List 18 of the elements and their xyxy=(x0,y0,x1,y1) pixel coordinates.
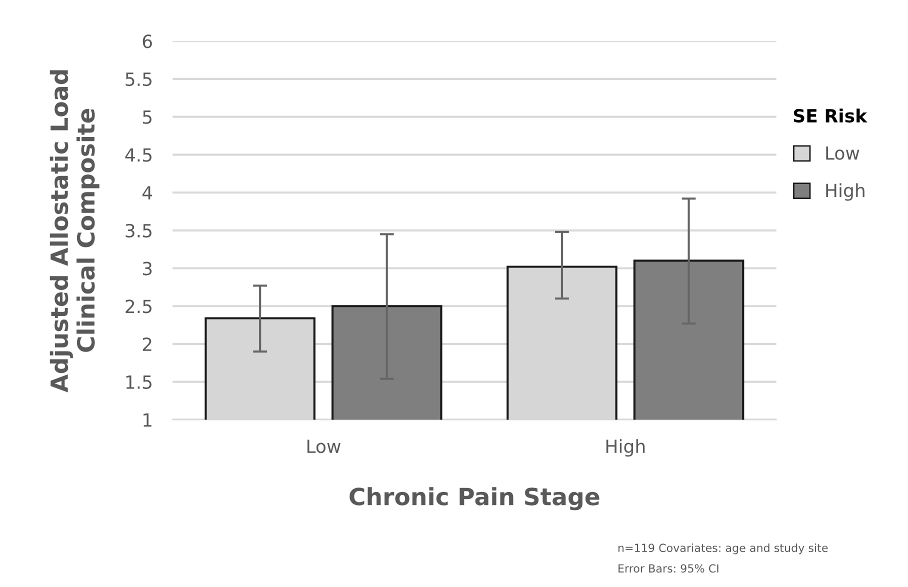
text: Error Bars: 95% CI xyxy=(618,564,718,573)
y-tick-label: 1.5 xyxy=(126,376,152,389)
y-tick-label: 3.5 xyxy=(126,224,152,238)
y-tick-label: 4 xyxy=(142,186,152,200)
y-tick-label: 5 xyxy=(142,110,152,124)
legend-label: Low xyxy=(826,146,860,160)
legend-title: SE Risk xyxy=(794,108,868,123)
y-tick-label: 2.5 xyxy=(126,300,152,314)
y-tick-label: 1 xyxy=(144,413,152,427)
y-tick-label: 3 xyxy=(142,262,152,276)
x-axis-title: Chronic Pain Stage xyxy=(350,487,600,510)
y-tick-label: 4.5 xyxy=(125,148,152,162)
legend-label: High xyxy=(826,183,864,201)
y-tick-label: 2 xyxy=(142,337,152,351)
text: n=119 Covariates: age and study site xyxy=(618,543,828,554)
y-tick-label: 6 xyxy=(142,34,152,48)
y-axis-title: Adjusted Allostatic Load Clinical Composite xyxy=(50,70,100,392)
y-tick-label: 5.5 xyxy=(126,72,152,86)
